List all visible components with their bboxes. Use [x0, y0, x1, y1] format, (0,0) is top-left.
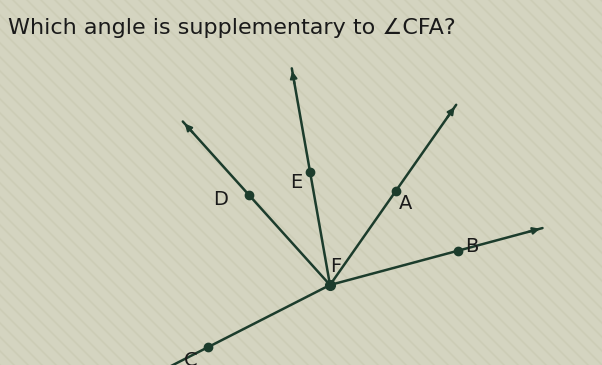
- Text: F: F: [330, 257, 341, 277]
- Text: C: C: [184, 351, 197, 365]
- Text: D: D: [214, 189, 229, 208]
- Text: B: B: [465, 237, 478, 256]
- Text: E: E: [290, 173, 302, 192]
- Text: A: A: [399, 194, 412, 213]
- Text: Which angle is supplementary to ∠CFA?: Which angle is supplementary to ∠CFA?: [8, 18, 456, 38]
